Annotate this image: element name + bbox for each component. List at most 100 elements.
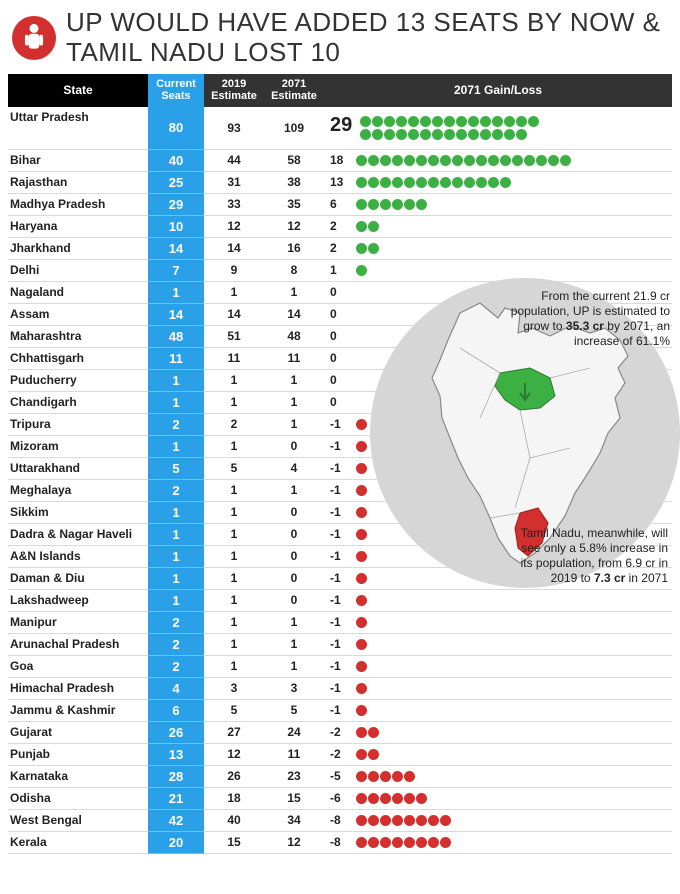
cell-state: Uttar Pradesh	[8, 107, 148, 149]
table-row: Punjab131211-2	[8, 743, 672, 765]
cell-2019: 1	[204, 523, 264, 545]
cell-state: Daman & Diu	[8, 567, 148, 589]
cell-2071: 1	[264, 611, 324, 633]
cell-current: 1	[148, 567, 204, 589]
cell-2071: 12	[264, 215, 324, 237]
cell-current: 4	[148, 677, 204, 699]
cell-current: 14	[148, 237, 204, 259]
cell-2071: 48	[264, 325, 324, 347]
cell-state: Rajasthan	[8, 171, 148, 193]
cell-2019: 18	[204, 787, 264, 809]
table-row: Lakshadweep110-1	[8, 589, 672, 611]
cell-gainloss: -8	[324, 809, 672, 831]
cell-state: Sikkim	[8, 501, 148, 523]
cell-state: Punjab	[8, 743, 148, 765]
cell-2019: 40	[204, 809, 264, 831]
cell-current: 7	[148, 259, 204, 281]
cell-gainloss: -2	[324, 743, 672, 765]
cell-2019: 31	[204, 171, 264, 193]
cell-current: 2	[148, 633, 204, 655]
cell-current: 2	[148, 655, 204, 677]
cell-current: 40	[148, 149, 204, 171]
cell-gainloss: 1	[324, 259, 672, 281]
cell-state: Dadra & Nagar Haveli	[8, 523, 148, 545]
cell-state: Assam	[8, 303, 148, 325]
annotation-up: From the current 21.9 cr population, UP …	[505, 289, 670, 349]
cell-current: 11	[148, 347, 204, 369]
cell-current: 1	[148, 281, 204, 303]
cell-2019: 1	[204, 589, 264, 611]
cell-2019: 1	[204, 479, 264, 501]
cell-2071: 1	[264, 369, 324, 391]
table-row: Bihar40445818	[8, 149, 672, 171]
cell-2071: 1	[264, 633, 324, 655]
cell-gainloss: -1	[324, 611, 672, 633]
cell-2019: 1	[204, 435, 264, 457]
cell-state: A&N Islands	[8, 545, 148, 567]
table-container: State Current Seats 2019 Estimate 2071 E…	[0, 74, 680, 854]
cell-2019: 5	[204, 457, 264, 479]
col-header-2019: 2019 Estimate	[204, 74, 264, 107]
cell-gainloss: -1	[324, 633, 672, 655]
cell-state: Madhya Pradesh	[8, 193, 148, 215]
cell-2019: 27	[204, 721, 264, 743]
cell-2071: 0	[264, 589, 324, 611]
col-header-state: State	[8, 74, 148, 107]
cell-2071: 0	[264, 501, 324, 523]
cell-state: Maharashtra	[8, 325, 148, 347]
cell-state: Delhi	[8, 259, 148, 281]
cell-current: 14	[148, 303, 204, 325]
cell-2071: 109	[264, 107, 324, 149]
cell-2019: 1	[204, 567, 264, 589]
cell-2071: 0	[264, 435, 324, 457]
cell-current: 1	[148, 369, 204, 391]
cell-2071: 11	[264, 743, 324, 765]
cell-2019: 9	[204, 259, 264, 281]
cell-2071: 3	[264, 677, 324, 699]
cell-current: 2	[148, 479, 204, 501]
cell-2019: 1	[204, 501, 264, 523]
cell-current: 2	[148, 413, 204, 435]
table-row: Manipur211-1	[8, 611, 672, 633]
cell-2071: 35	[264, 193, 324, 215]
cell-current: 1	[148, 391, 204, 413]
cell-state: Manipur	[8, 611, 148, 633]
cell-state: West Bengal	[8, 809, 148, 831]
cell-gainloss: -5	[324, 765, 672, 787]
cell-current: 26	[148, 721, 204, 743]
cell-current: 6	[148, 699, 204, 721]
cell-state: Jharkhand	[8, 237, 148, 259]
cell-gainloss: -6	[324, 787, 672, 809]
cell-state: Tripura	[8, 413, 148, 435]
table-row: Haryana1012122	[8, 215, 672, 237]
col-header-gainloss: 2071 Gain/Loss	[324, 74, 672, 107]
cell-2019: 1	[204, 281, 264, 303]
cell-current: 48	[148, 325, 204, 347]
cell-current: 29	[148, 193, 204, 215]
cell-state: Karnataka	[8, 765, 148, 787]
cell-2071: 12	[264, 831, 324, 853]
cell-current: 2	[148, 611, 204, 633]
cell-state: Bihar	[8, 149, 148, 171]
cell-2071: 16	[264, 237, 324, 259]
cell-gainloss: -1	[324, 699, 672, 721]
cell-current: 28	[148, 765, 204, 787]
cell-current: 5	[148, 457, 204, 479]
cell-state: Goa	[8, 655, 148, 677]
table-row: Goa211-1	[8, 655, 672, 677]
cell-gainloss: -2	[324, 721, 672, 743]
cell-current: 1	[148, 545, 204, 567]
cell-state: Nagaland	[8, 281, 148, 303]
cell-state: Uttarakhand	[8, 457, 148, 479]
cell-current: 1	[148, 501, 204, 523]
cell-2019: 33	[204, 193, 264, 215]
table-row: Jharkhand1414162	[8, 237, 672, 259]
col-header-2071: 2071 Estimate	[264, 74, 324, 107]
cell-current: 25	[148, 171, 204, 193]
cell-state: Lakshadweep	[8, 589, 148, 611]
cell-gainloss: 2	[324, 215, 672, 237]
cell-2019: 93	[204, 107, 264, 149]
cell-2071: 38	[264, 171, 324, 193]
cell-2019: 5	[204, 699, 264, 721]
headline: UP WOULD HAVE ADDED 13 SEATS BY NOW & TA…	[66, 8, 668, 68]
